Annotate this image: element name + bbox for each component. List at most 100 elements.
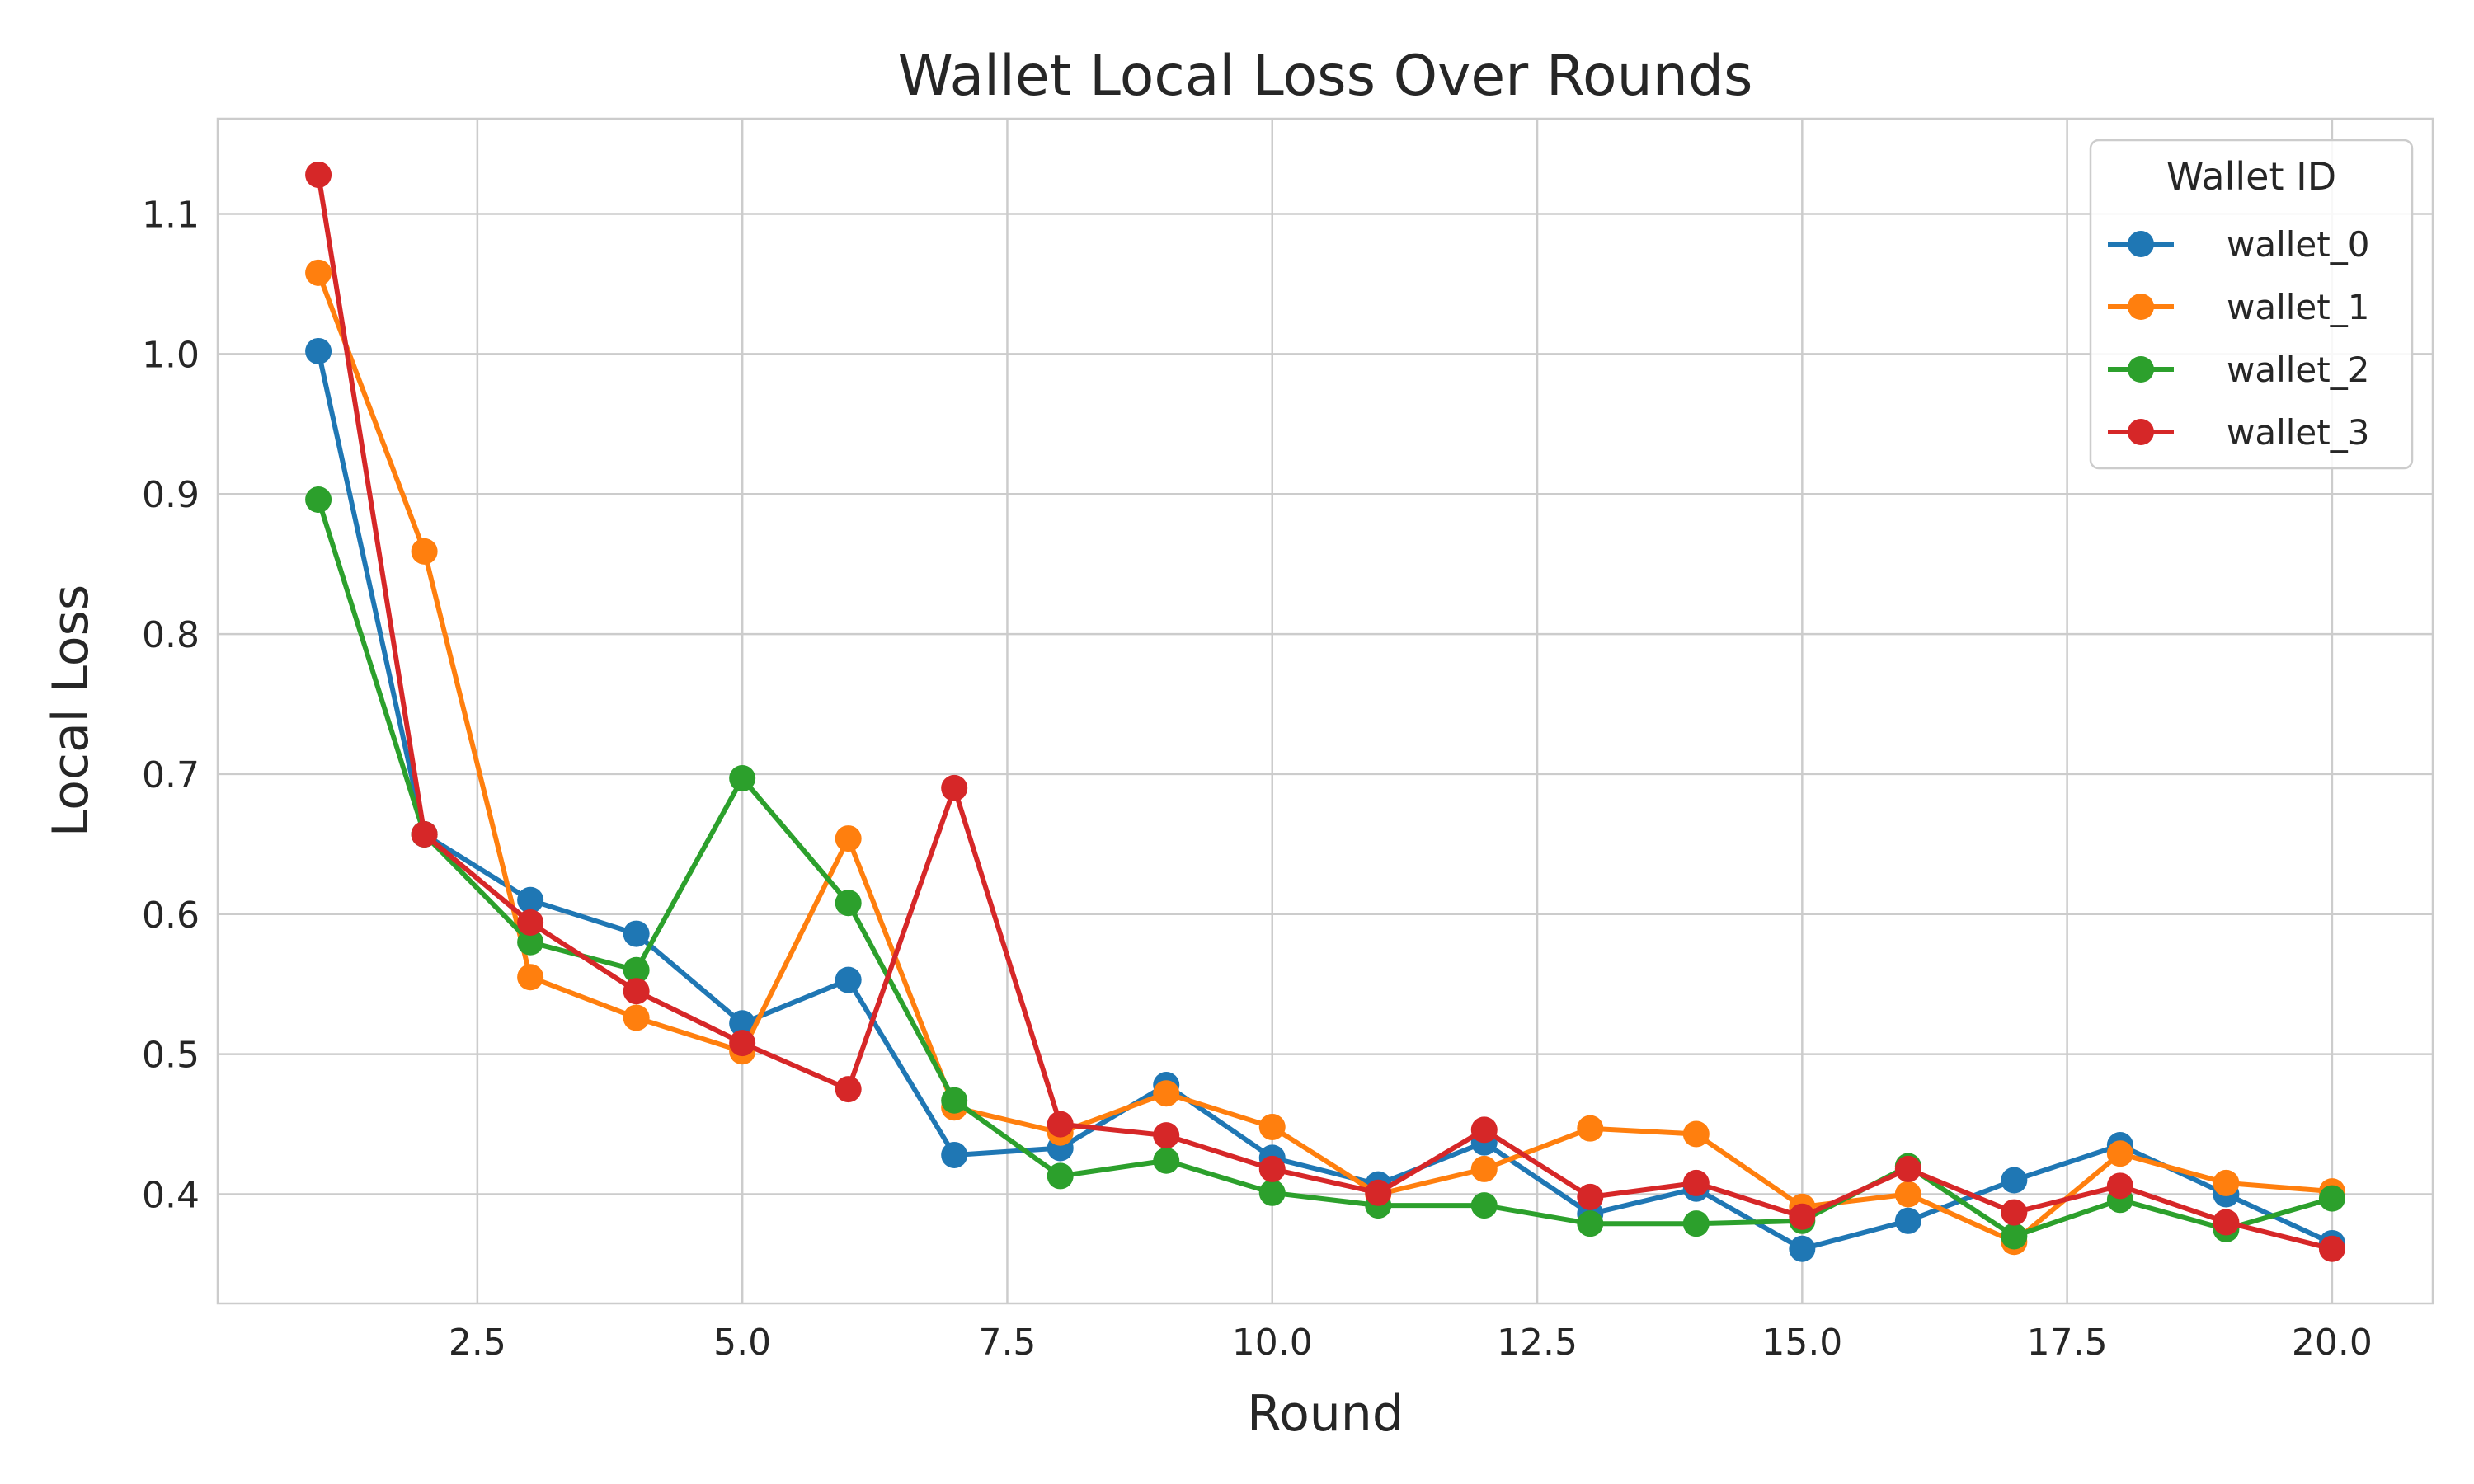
data-point (941, 1141, 968, 1168)
data-point (2318, 1185, 2345, 1212)
data-point (623, 1004, 650, 1031)
x-tick-label: 12.5 (1497, 1322, 1578, 1364)
y-tick-label: 0.4 (142, 1175, 200, 1217)
data-point (1470, 1155, 1498, 1182)
y-tick-label: 0.9 (142, 474, 200, 516)
data-point (1682, 1120, 1710, 1148)
legend-item: wallet_0 (2108, 224, 2369, 265)
x-tick-label: 5.0 (713, 1322, 771, 1364)
data-point (1789, 1203, 1816, 1230)
x-axis-label: Round (1247, 1385, 1404, 1443)
data-point (2001, 1199, 2028, 1226)
data-point (1047, 1111, 1074, 1138)
x-tick-label: 7.5 (978, 1322, 1036, 1364)
data-point (517, 886, 544, 913)
legend-item: wallet_2 (2108, 350, 2369, 390)
data-point (2001, 1223, 2028, 1250)
data-point (305, 161, 332, 188)
data-point (1153, 1080, 1180, 1107)
series-layer (305, 161, 2345, 1262)
data-point (1894, 1155, 1921, 1182)
data-point (1047, 1162, 1074, 1190)
series-line (316, 350, 2334, 1252)
data-point (1894, 1207, 1921, 1234)
data-point (729, 1030, 756, 1057)
data-point (1153, 1147, 1180, 1174)
data-point (729, 765, 756, 792)
x-tick-label: 17.5 (2027, 1322, 2108, 1364)
legend-item: wallet_3 (2108, 412, 2369, 453)
y-tick-labels: 0.4 0.5 0.6 0.7 0.8 0.9 1.0 1.1 (142, 195, 200, 1217)
legend-title: Wallet ID (2166, 154, 2336, 199)
data-point (305, 337, 332, 364)
data-point (1365, 1179, 1392, 1206)
data-point (835, 890, 862, 917)
x-tick-label: 2.5 (449, 1322, 506, 1364)
data-point (1577, 1183, 1604, 1210)
plot-area (216, 117, 2434, 1305)
y-axis-label: Local Loss (42, 585, 100, 837)
series-line (316, 271, 2333, 1245)
data-point (305, 486, 332, 514)
legend-marker (2128, 419, 2154, 445)
data-point (2213, 1209, 2240, 1236)
data-point (1682, 1169, 1710, 1196)
data-point (835, 825, 862, 852)
data-point (517, 928, 544, 956)
data-point (1577, 1210, 1604, 1237)
data-point (941, 774, 968, 801)
y-tick-label: 0.7 (142, 754, 200, 796)
x-tick-label: 20.0 (2292, 1322, 2373, 1364)
data-point (941, 1087, 968, 1114)
data-point (835, 966, 862, 993)
data-point (411, 820, 438, 848)
data-point (1153, 1122, 1180, 1149)
data-point (1258, 1179, 1286, 1206)
data-point (729, 1010, 756, 1037)
data-point (835, 1076, 862, 1103)
y-tick-label: 0.5 (142, 1035, 200, 1077)
series-line (316, 499, 2333, 1239)
data-point (517, 964, 544, 991)
data-point (623, 920, 650, 947)
legend: Wallet ID wallet_0 wallet_1 wallet_2wallet… (2089, 139, 2414, 470)
x-tick-labels: 2.5 5.0 7.5 10.0 12.5 15.0 17.5 20.0 (449, 1322, 2373, 1364)
grid (218, 119, 2433, 1303)
data-point (1789, 1235, 1816, 1262)
data-point (411, 538, 438, 565)
data-point (2106, 1140, 2133, 1167)
x-tick-label: 15.0 (1761, 1322, 1842, 1364)
data-point (623, 978, 650, 1005)
data-point (517, 909, 544, 936)
data-point (623, 956, 650, 984)
legend-box (2089, 139, 2414, 470)
data-point (1682, 1210, 1710, 1237)
data-point (2318, 1235, 2345, 1262)
legend-items: wallet_0 wallet_1 wallet_2 wallet_3 (2108, 224, 2369, 453)
legend-marker (2128, 231, 2154, 257)
data-point (1894, 1181, 1921, 1208)
data-point (1258, 1155, 1286, 1182)
data-point (1470, 1192, 1498, 1219)
series-wallet_3 (305, 161, 2345, 1262)
legend-label: wallet_2 (2227, 350, 2369, 390)
legend-label: wallet_0 (2227, 224, 2369, 265)
legend-marker (2128, 356, 2154, 383)
y-tick-label: 0.8 (142, 614, 200, 656)
chart-title: Wallet Local Loss Over Rounds (898, 44, 1753, 109)
data-point (2213, 1169, 2240, 1196)
legend-label: wallet_3 (2227, 412, 2369, 453)
x-tick-label: 10.0 (1232, 1322, 1313, 1364)
data-point (305, 259, 332, 286)
data-point (2106, 1172, 2133, 1200)
legend-label: wallet_1 (2227, 287, 2369, 327)
y-tick-label: 1.1 (142, 195, 200, 237)
data-point (1577, 1115, 1604, 1142)
y-tick-label: 1.0 (142, 334, 200, 376)
data-point (2001, 1167, 2028, 1194)
data-point (1258, 1113, 1286, 1140)
data-point (1470, 1116, 1498, 1144)
legend-item: wallet_1 (2108, 287, 2369, 327)
y-tick-label: 0.6 (142, 895, 200, 937)
